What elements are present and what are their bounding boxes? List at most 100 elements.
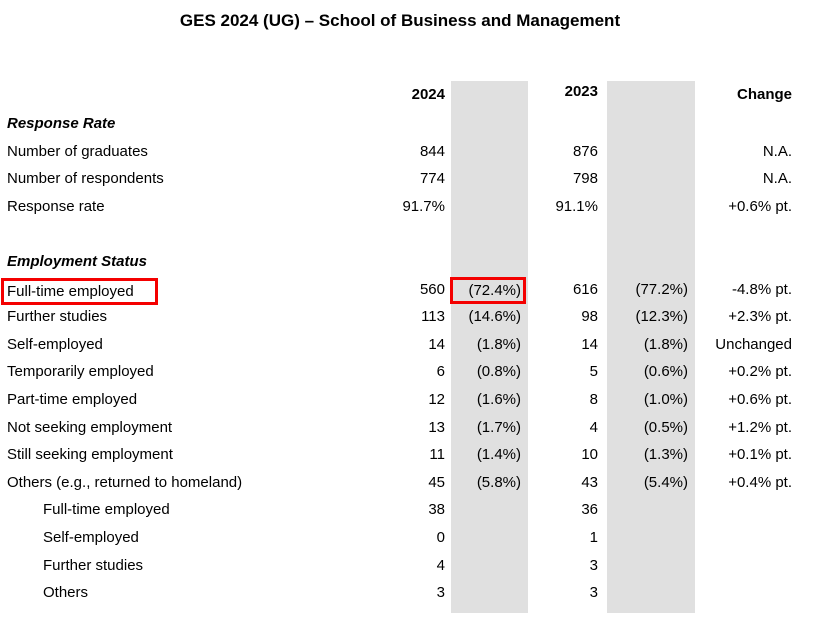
cell-count-2024: 91.7% [402,197,445,215]
table-row: Full-time employed 560 (72.4%) 616 (77.2%) -4… [0,276,818,305]
cell-pct-2024: (5.8%) [476,473,521,491]
cell-change: +0.6% pt. [728,197,792,215]
cell-count-2024: 6 [436,363,445,381]
row-label: Others (e.g., returned to homeland) [7,473,243,491]
row-label: Self-employed [7,335,103,353]
cell-change: +0.1% pt. [728,446,792,464]
shaded-column-2023 [607,81,695,613]
cell-count-2024: 774 [419,170,445,188]
cell-pct-2023: (1.3%) [643,446,688,464]
cell-count-2023: 3 [589,584,598,602]
shaded-column-2024 [451,81,528,613]
row-label: Response rate [7,197,105,215]
cell-change: +2.3% pt. [728,308,792,326]
cell-count-2023: 616 [572,280,598,298]
table-row: Self-employed 0 1 [0,524,818,552]
cell-pct-2024: (1.8%) [476,335,521,353]
cell-count-2024: 45 [428,473,445,491]
row-label: Not seeking employment [7,418,173,436]
table-row: Further studies 113 (14.6%) 98 (12.3%) +2.3% … [0,303,818,331]
cell-count-2024: 844 [419,142,445,160]
cell-count-2024: 14 [428,335,445,353]
cell-change: +0.4% pt. [728,473,792,491]
cell-count-2023: 36 [581,501,598,519]
table-row: Number of respondents 774 798 N.A. [0,165,818,193]
table-row: Others 3 3 [0,579,818,607]
cell-pct-2024: (1.6%) [476,390,521,408]
table-row: Full-time employed 38 36 [0,496,818,524]
row-label: Temporarily employed [7,363,154,381]
cell-count-2024: 38 [428,501,445,519]
cell-count-2024: 11 [429,446,445,464]
row-label: Still seeking employment [7,446,173,464]
cell-count-2023: 43 [581,473,598,491]
section-header-row: Employment Status [0,248,818,276]
table-row: Temporarily employed 6 (0.8%) 5 (0.6%) +0.2% … [0,358,818,386]
cell-count-2023: 876 [572,142,598,160]
cell-count-2024: 0 [436,528,445,546]
row-label: Number of respondents [7,170,164,188]
cell-count-2023: 3 [589,556,598,574]
cell-pct-2023: (0.6%) [643,363,688,381]
table-row: Number of graduates 844 876 N.A. [0,138,818,166]
cell-count-2023: 8 [589,390,598,408]
cell-count-2024: 3 [436,584,445,602]
cell-change: -4.8% pt. [731,280,792,298]
cell-count-2024: 560 [419,280,445,298]
column-header-2024: 2024 [411,86,445,103]
cell-count-2023: 1 [589,528,598,546]
cell-count-2024: 4 [436,556,445,574]
column-header-2023: 2023 [564,83,598,100]
cell-count-2023: 4 [589,418,598,436]
section-header-row: Response Rate [0,110,818,138]
highlighted-row-label: Full-time employed [1,277,158,305]
table-row: Part-time employed 12 (1.6%) 8 (1.0%) +0.6% p… [0,386,818,414]
cell-count-2024: 13 [428,418,445,436]
table-row: Self-employed 14 (1.8%) 14 (1.8%) Unchanged [0,331,818,359]
cell-pct-2023: (5.4%) [643,473,688,491]
cell-pct-2023: (1.0%) [643,390,688,408]
page-title-text: GES 2024 (UG) – School of Business and M… [179,11,621,30]
table-row: Further studies 4 3 [0,552,818,580]
cell-pct-2024: (1.7%) [476,418,521,436]
cell-pct-2023: (12.3%) [635,308,688,326]
cell-count-2023: 91.1% [555,197,598,215]
table-row: Response rate 91.7% 91.1% +0.6% pt. [0,193,818,221]
cell-change: Unchanged [715,335,792,353]
highlighted-pct-value: (72.4%) [450,276,526,304]
cell-pct-2024: (14.6%) [468,308,521,326]
cell-pct-2023: (1.8%) [643,335,688,353]
row-label: Others [43,584,89,602]
column-header-change: Change [736,86,792,103]
row-label: Further studies [7,308,108,326]
cell-change: +1.2% pt. [728,418,792,436]
cell-count-2023: 98 [581,308,598,326]
cell-change: +0.2% pt. [728,363,792,381]
row-label: Further studies [43,556,144,574]
table-row: Not seeking employment 13 (1.7%) 4 (0.5%) +1.… [0,414,818,442]
cell-change: N.A. [762,142,792,160]
row-label: Number of graduates [7,142,148,160]
cell-pct-2023: (0.5%) [643,418,688,436]
row-label: Part-time employed [7,390,138,408]
cell-count-2024: 12 [428,390,445,408]
cell-count-2023: 10 [581,446,598,464]
cell-count-2023: 14 [581,335,598,353]
cell-pct-2024: (0.8%) [476,363,521,381]
spacer-row [0,220,818,248]
cell-pct-2023: (77.2%) [635,280,688,298]
cell-count-2024: 113 [421,308,445,326]
row-label: Full-time employed [43,501,170,519]
table-row: Others (e.g., returned to homeland) 45 (5.… [0,469,818,497]
cell-change: +0.6% pt. [728,390,792,408]
cell-count-2023: 798 [572,170,598,188]
cell-pct-2024: (1.4%) [476,446,521,464]
cell-count-2023: 5 [589,363,598,381]
table-row: Still seeking employment 11 (1.4%) 10 (1.3%)… [0,441,818,469]
row-label: Self-employed [43,528,139,546]
row-label: Response Rate [7,115,116,132]
page-title: GES 2024 (UG) – School of Business and M… [0,10,818,32]
statistics-table: Response Rate Number of graduates 844 876 N.… [0,110,818,607]
cell-change: N.A. [762,170,792,188]
